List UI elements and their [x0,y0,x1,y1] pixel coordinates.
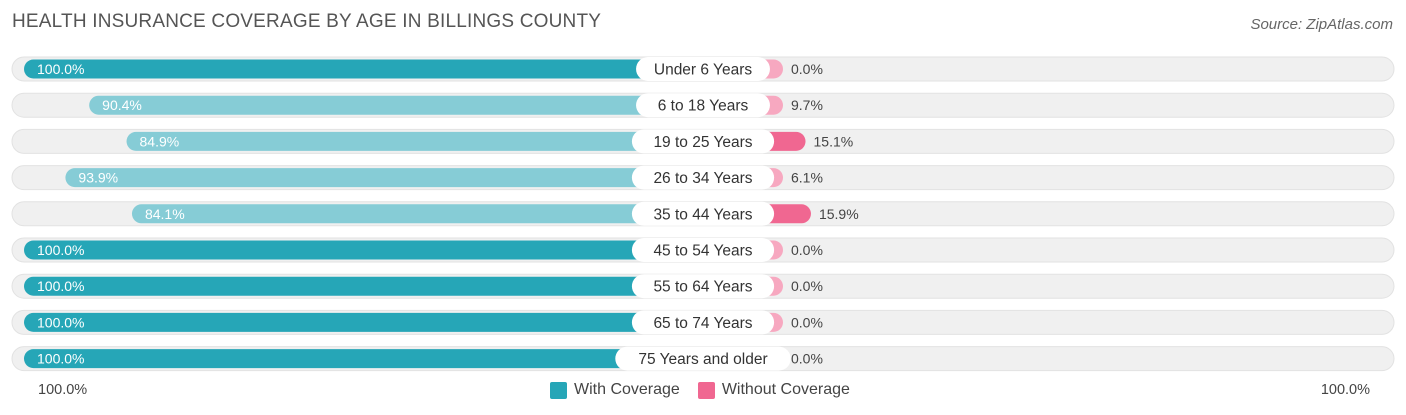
bar-with-coverage [24,240,703,260]
category-label: 45 to 54 Years [653,243,752,260]
category-pill [636,93,770,118]
category-pill [636,57,770,81]
bar-with-coverage [131,204,703,224]
legend-swatch-without-coverage [697,381,715,399]
category-label: Under 6 Years [654,62,752,79]
bar-with-coverage [89,95,703,115]
category-label: 55 to 64 Years [653,279,752,296]
category-pill [631,238,775,262]
data-label-with-coverage: 84.1% [145,206,185,222]
category-pill [631,201,775,226]
data-label-without-coverage: 15.9% [819,206,859,222]
category-pill [631,274,775,299]
chart-title: HEALTH INSURANCE COVERAGE BY AGE IN BILL… [12,11,602,32]
legend-item-with-coverage: With Coverage [550,381,680,399]
category-pill [631,310,775,335]
axis-left-label: 100.0% [38,382,88,398]
data-label-with-coverage: 90.4% [102,97,142,113]
data-label-without-coverage: 0.0% [791,61,823,77]
legend: With Coverage Without Coverage [550,381,868,399]
data-label-with-coverage: 84.9% [140,133,180,149]
bar-with-coverage [24,349,703,369]
category-pill [631,165,775,190]
legend-label-with-coverage: With Coverage [574,381,680,398]
data-label-with-coverage: 100.0% [37,278,84,294]
bar-with-coverage [65,168,703,188]
category-pill [615,346,791,371]
data-label-without-coverage: 0.0% [791,351,823,367]
bar-with-coverage [24,276,703,296]
data-label-without-coverage: 15.1% [814,133,854,149]
data-label-with-coverage: 100.0% [37,61,84,77]
category-label: 19 to 25 Years [653,134,752,151]
chart: 100.0% 0.0% Under 6 Years 90.4% 9.7% 6 to 18 … [11,56,1395,372]
bar-with-coverage [126,131,704,151]
data-label-with-coverage: 93.9% [78,170,118,186]
category-label: 35 to 44 Years [653,206,752,223]
data-label-without-coverage: 0.0% [791,242,823,258]
legend-item-without-coverage: Without Coverage [697,381,850,399]
category-label: 26 to 34 Years [653,170,752,187]
category-pill [631,129,775,154]
bar-with-coverage [24,312,703,332]
data-label-with-coverage: 100.0% [37,314,84,330]
legend-swatch-with-coverage [550,381,567,399]
bar-with-coverage [24,59,703,79]
data-label-without-coverage: 0.0% [791,314,823,330]
axis-right-label: 100.0% [1320,382,1370,398]
legend-label-without-coverage: Without Coverage [721,381,850,398]
data-label-without-coverage: 0.0% [791,278,823,294]
data-label-without-coverage: 9.7% [791,97,823,113]
data-label-without-coverage: 6.1% [791,170,823,186]
category-label: 65 to 74 Years [653,315,752,332]
source-label: Source: ZipAtlas.com [1250,16,1393,33]
category-label: 6 to 18 Years [658,98,749,115]
data-label-with-coverage: 100.0% [37,351,84,367]
data-label-with-coverage: 100.0% [37,242,84,258]
category-label: 75 Years and older [638,351,767,368]
